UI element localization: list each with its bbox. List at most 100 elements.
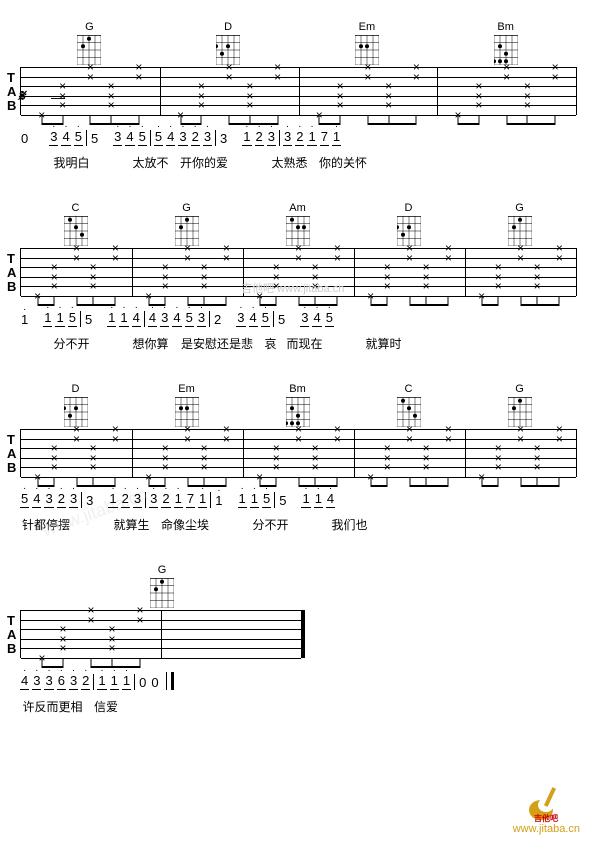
tab-x-mark: × — [273, 461, 280, 473]
tab-x-mark: × — [384, 280, 391, 292]
tab-letter-a: A — [7, 628, 16, 641]
tab-letter-t: T — [7, 252, 15, 265]
tab-x-mark: × — [90, 280, 97, 292]
lyric — [20, 154, 40, 171]
note: 2 — [161, 491, 170, 508]
music-line: GDEmBmTAB×××××××××××××××××××××××××××××××… — [20, 20, 575, 171]
lyric: 信爱 — [93, 698, 119, 715]
chord-name: G — [182, 202, 191, 214]
lyric-line: 我明白太放不开你的爱太熟悉你的关怀 — [20, 154, 575, 171]
barline — [274, 492, 275, 508]
barline — [215, 130, 216, 146]
note: 1 — [97, 673, 106, 690]
note: 3 — [49, 129, 58, 146]
tab-x-mark: × — [87, 614, 94, 626]
chord-name: Bm — [289, 383, 306, 395]
note: 4 — [166, 129, 175, 146]
barline — [273, 311, 274, 327]
note: 5 — [90, 131, 99, 146]
chord-diagram: Am — [286, 202, 310, 246]
chord-row: G — [20, 563, 430, 608]
tab-x-mark: × — [312, 461, 319, 473]
note: 5 — [278, 493, 287, 508]
chord-diagram: C — [397, 383, 421, 427]
note: 1 — [214, 493, 223, 508]
lyric: 你的关怀 — [317, 154, 369, 171]
tab-x-mark: × — [273, 280, 280, 292]
number-notation: 43363211100 — [20, 672, 575, 690]
tab-x-mark: × — [534, 280, 541, 292]
tab-x-mark: × — [223, 433, 230, 445]
tab-x-mark: × — [534, 461, 541, 473]
tab-x-mark: × — [108, 642, 115, 654]
tab-x-mark: × — [112, 433, 119, 445]
note: 1 — [301, 491, 310, 508]
note: 5 — [74, 129, 83, 146]
note: 1 — [110, 673, 119, 690]
tab-staff: TAB×××××××××××××××××××××××××××××××××××××… — [20, 67, 577, 115]
note: 4 — [125, 129, 134, 146]
lyric — [238, 154, 258, 171]
note: 3 — [300, 310, 309, 327]
barline — [144, 311, 145, 327]
chord-diagram: G — [150, 564, 174, 608]
logo-url: www.jitaba.cn — [513, 823, 580, 835]
tab-x-mark: × — [112, 252, 119, 264]
barline — [134, 674, 135, 690]
tab-x-mark: × — [51, 280, 58, 292]
lyric: 想你算 — [131, 335, 170, 352]
lyric-line: 针都停摆就算生命像尘埃分不开我们也 — [20, 516, 575, 533]
note: 2 — [121, 491, 130, 508]
lyric: 就算时 — [364, 335, 403, 352]
tab-x-mark: × — [334, 252, 341, 264]
music-line: GTAB×××××××××××43363211100许反而更相信爱 — [20, 563, 575, 715]
note: 1 — [307, 129, 316, 146]
chord-name: D — [405, 202, 413, 214]
note: 5 — [154, 129, 163, 146]
tab-letter-b: B — [7, 461, 16, 474]
note: 3 — [69, 673, 78, 690]
tab-x-mark: × — [413, 71, 420, 83]
note: 1 — [108, 491, 117, 508]
chord-diagram: G — [508, 202, 532, 246]
note: 1 — [20, 312, 29, 327]
lyric-line: 许反而更相信爱 — [20, 698, 575, 715]
tab-x-mark: × — [445, 252, 452, 264]
tab-x-mark: × — [226, 71, 233, 83]
note: 5 — [325, 310, 334, 327]
note: 3 — [69, 491, 78, 508]
note: 1 — [198, 491, 207, 508]
note: 5 — [20, 491, 29, 508]
note: 2 — [81, 673, 90, 690]
lyric: 分不开 — [52, 335, 91, 352]
chord-diagram: G — [175, 202, 199, 246]
chord-diagram: G — [77, 21, 101, 65]
lyric — [80, 516, 100, 533]
note: 0 — [150, 675, 159, 690]
tab-x-mark: × — [108, 99, 115, 111]
barline — [210, 492, 211, 508]
tab-x-mark: × — [556, 433, 563, 445]
tab-x-mark: × — [184, 433, 191, 445]
chord-diagram: Bm — [286, 383, 310, 427]
tab-x-mark: × — [475, 99, 482, 111]
note: 3 — [113, 129, 122, 146]
segno-mark: 𝄋 — [18, 88, 25, 106]
note: 1 — [242, 129, 251, 146]
note: 4 — [132, 310, 141, 327]
lyric: 太放不 — [131, 154, 170, 171]
tab-staff: TAB×××××××××××××××××××××××××××××××××××××… — [20, 429, 577, 477]
lyric: 我们也 — [330, 516, 369, 533]
chord-name: C — [72, 202, 80, 214]
lyric — [99, 154, 119, 171]
tab-staff: TAB×××××××××××××××××××××××××××××××××××××… — [20, 248, 577, 296]
note: 3 — [44, 673, 53, 690]
barline — [81, 492, 82, 508]
tab-x-mark: × — [59, 642, 66, 654]
note: 4 — [61, 129, 70, 146]
note: 5 — [277, 312, 286, 327]
tab-x-mark: × — [385, 99, 392, 111]
tab-x-mark: × — [406, 252, 413, 264]
chord-name: G — [515, 383, 524, 395]
barline — [145, 492, 146, 508]
